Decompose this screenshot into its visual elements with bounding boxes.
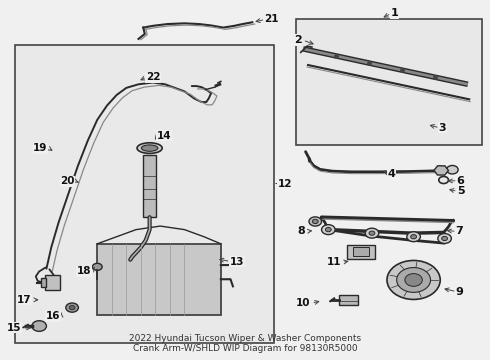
Text: 10: 10: [296, 298, 311, 309]
Text: 1: 1: [391, 8, 398, 18]
Circle shape: [93, 263, 102, 270]
Text: 13: 13: [229, 257, 244, 266]
Circle shape: [407, 232, 420, 242]
Text: 17: 17: [17, 295, 32, 305]
Circle shape: [369, 231, 375, 235]
Circle shape: [411, 235, 416, 239]
Circle shape: [396, 267, 431, 292]
Circle shape: [438, 234, 451, 243]
Bar: [296, 19, 482, 145]
Text: 21: 21: [265, 14, 279, 24]
Circle shape: [325, 228, 331, 232]
Circle shape: [312, 219, 318, 224]
Text: 16: 16: [46, 311, 60, 321]
Bar: [353, 247, 369, 256]
Bar: [46, 275, 60, 290]
Bar: [347, 244, 375, 259]
Bar: [15, 45, 274, 343]
Text: 19: 19: [33, 143, 48, 153]
Text: 12: 12: [278, 179, 293, 189]
Text: 8: 8: [298, 226, 306, 237]
Circle shape: [69, 306, 75, 310]
Text: 22: 22: [146, 72, 160, 82]
Text: 11: 11: [326, 257, 341, 267]
Bar: [340, 295, 358, 305]
Bar: [143, 155, 156, 217]
Text: 2022 Hyundai Tucson Wiper & Washer Components
Crank Arm-W/SHLD WIP Diagram for 9: 2022 Hyundai Tucson Wiper & Washer Compo…: [129, 334, 361, 353]
Circle shape: [365, 228, 379, 238]
Ellipse shape: [142, 145, 158, 151]
Circle shape: [66, 303, 78, 312]
Text: 7: 7: [456, 226, 464, 237]
Circle shape: [405, 274, 422, 286]
Text: 9: 9: [456, 287, 464, 297]
Text: 6: 6: [457, 176, 465, 186]
Bar: [41, 278, 47, 287]
Ellipse shape: [137, 143, 162, 153]
Circle shape: [32, 321, 47, 331]
Text: 3: 3: [439, 123, 446, 133]
Circle shape: [387, 260, 440, 300]
Circle shape: [439, 176, 448, 184]
Text: 20: 20: [60, 176, 74, 186]
Circle shape: [309, 217, 321, 226]
Text: 14: 14: [157, 131, 172, 141]
Text: 15: 15: [7, 323, 21, 333]
Text: 18: 18: [76, 266, 91, 276]
Circle shape: [446, 166, 458, 174]
Text: 5: 5: [457, 186, 465, 196]
Bar: [98, 244, 221, 315]
Text: 2: 2: [294, 35, 302, 45]
Text: 4: 4: [388, 168, 396, 179]
Circle shape: [441, 237, 447, 240]
Circle shape: [321, 225, 335, 235]
